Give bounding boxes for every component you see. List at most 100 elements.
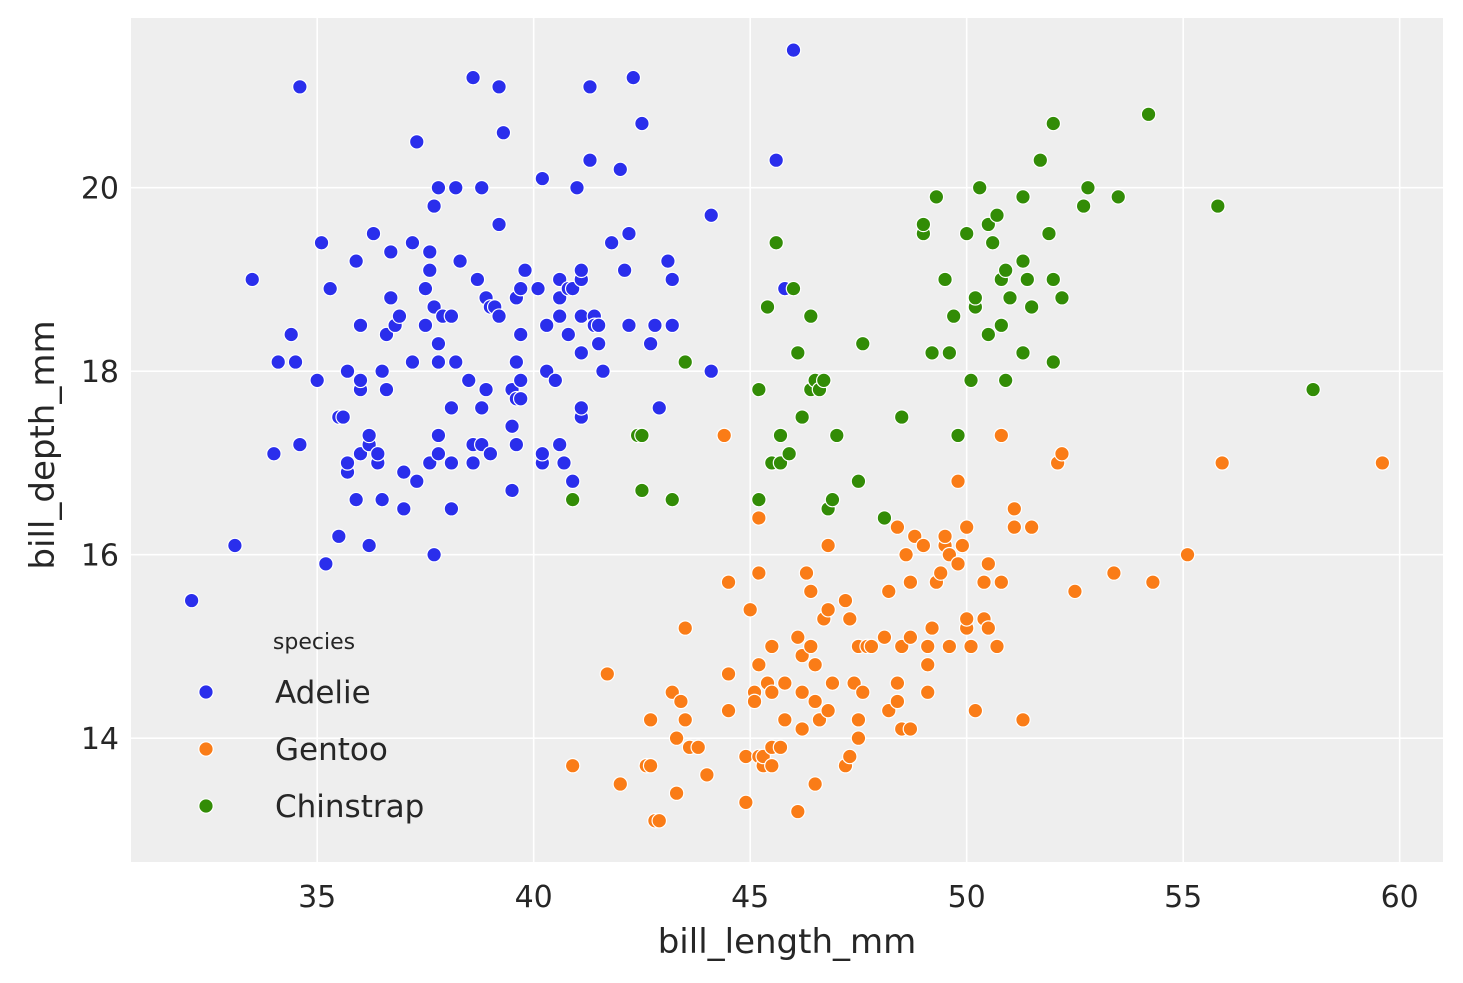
- data-point: [504, 482, 520, 499]
- data-point: [837, 592, 854, 609]
- data-point: [465, 69, 481, 86]
- data-point: [967, 290, 984, 306]
- data-point: [1374, 455, 1391, 471]
- data-point: [824, 675, 841, 691]
- data-point: [919, 638, 936, 655]
- data-point: [352, 372, 369, 389]
- data-point: [404, 354, 421, 370]
- data-point: [794, 409, 810, 425]
- data-point: [993, 317, 1010, 334]
- data-point: [841, 748, 858, 765]
- data-point: [491, 79, 507, 95]
- data-point: [751, 381, 767, 398]
- data-point: [664, 491, 681, 508]
- data-point: [534, 445, 551, 462]
- data-point: [1041, 225, 1057, 242]
- data-point: [889, 693, 906, 710]
- data-point: [309, 372, 325, 389]
- data-point: [642, 757, 659, 774]
- data-point: [621, 317, 637, 334]
- data-point: [751, 491, 767, 508]
- data-point: [227, 537, 243, 554]
- y-tick-label: 20: [81, 172, 119, 207]
- data-point: [668, 730, 685, 746]
- data-point: [322, 280, 338, 297]
- data-point: [395, 501, 412, 517]
- data-point: [512, 326, 529, 343]
- data-point: [772, 427, 789, 444]
- data-point: [590, 317, 607, 334]
- data-point: [1110, 189, 1127, 205]
- data-point: [1067, 583, 1083, 600]
- data-point: [854, 684, 871, 701]
- data-point: [928, 189, 945, 205]
- data-point: [915, 216, 932, 233]
- data-point: [573, 262, 590, 279]
- data-point: [361, 537, 377, 554]
- data-point: [244, 271, 261, 288]
- data-point: [569, 179, 585, 196]
- data-point: [582, 79, 598, 95]
- data-point: [850, 730, 867, 746]
- x-tick-label: 40: [515, 880, 553, 915]
- data-point: [751, 565, 767, 581]
- data-point: [958, 519, 975, 535]
- data-point: [828, 427, 845, 444]
- data-point: [430, 335, 447, 352]
- data-point: [1045, 115, 1062, 132]
- data-point: [1023, 299, 1040, 315]
- data-point: [491, 216, 507, 233]
- data-point: [785, 280, 802, 297]
- x-axis-label: bill_length_mm: [658, 922, 917, 962]
- data-point: [612, 161, 629, 178]
- data-point: [902, 721, 919, 737]
- data-point: [634, 482, 650, 499]
- data-point: [283, 326, 300, 343]
- data-point: [902, 629, 919, 646]
- data-point: [738, 748, 754, 765]
- data-point: [421, 244, 438, 260]
- data-point: [1075, 198, 1092, 214]
- data-point: [803, 638, 819, 655]
- data-point: [534, 170, 551, 187]
- data-point: [967, 702, 984, 719]
- data-point: [512, 390, 529, 407]
- data-point: [971, 179, 988, 196]
- data-point: [404, 234, 421, 251]
- data-point: [556, 455, 572, 471]
- data-point: [370, 445, 386, 462]
- data-point: [651, 812, 668, 829]
- data-point: [417, 317, 434, 334]
- data-point: [950, 556, 966, 572]
- legend-title: species: [273, 630, 355, 655]
- data-point: [850, 473, 867, 490]
- data-point: [651, 400, 668, 416]
- data-point: [790, 629, 806, 646]
- data-point: [1140, 106, 1157, 123]
- data-point: [963, 638, 979, 655]
- data-point: [348, 253, 364, 269]
- data-point: [365, 225, 382, 242]
- data-point: [997, 262, 1014, 279]
- data-point: [1015, 253, 1031, 269]
- y-tick-label: 14: [81, 722, 119, 757]
- data-point: [573, 400, 590, 416]
- data-point: [590, 335, 607, 352]
- data-point: [720, 574, 737, 590]
- data-point: [668, 785, 685, 801]
- data-point: [772, 739, 789, 756]
- data-point: [777, 675, 793, 691]
- data-point: [989, 638, 1005, 655]
- data-point: [287, 354, 304, 370]
- data-point: [573, 308, 590, 324]
- data-point: [716, 427, 733, 444]
- data-point: [447, 179, 464, 196]
- data-point: [1045, 271, 1062, 288]
- data-point: [374, 491, 390, 508]
- data-point: [751, 510, 767, 526]
- data-point: [560, 326, 577, 343]
- data-point: [335, 409, 351, 425]
- legend-marker: [198, 741, 214, 757]
- data-point: [924, 620, 940, 636]
- data-point: [863, 638, 880, 655]
